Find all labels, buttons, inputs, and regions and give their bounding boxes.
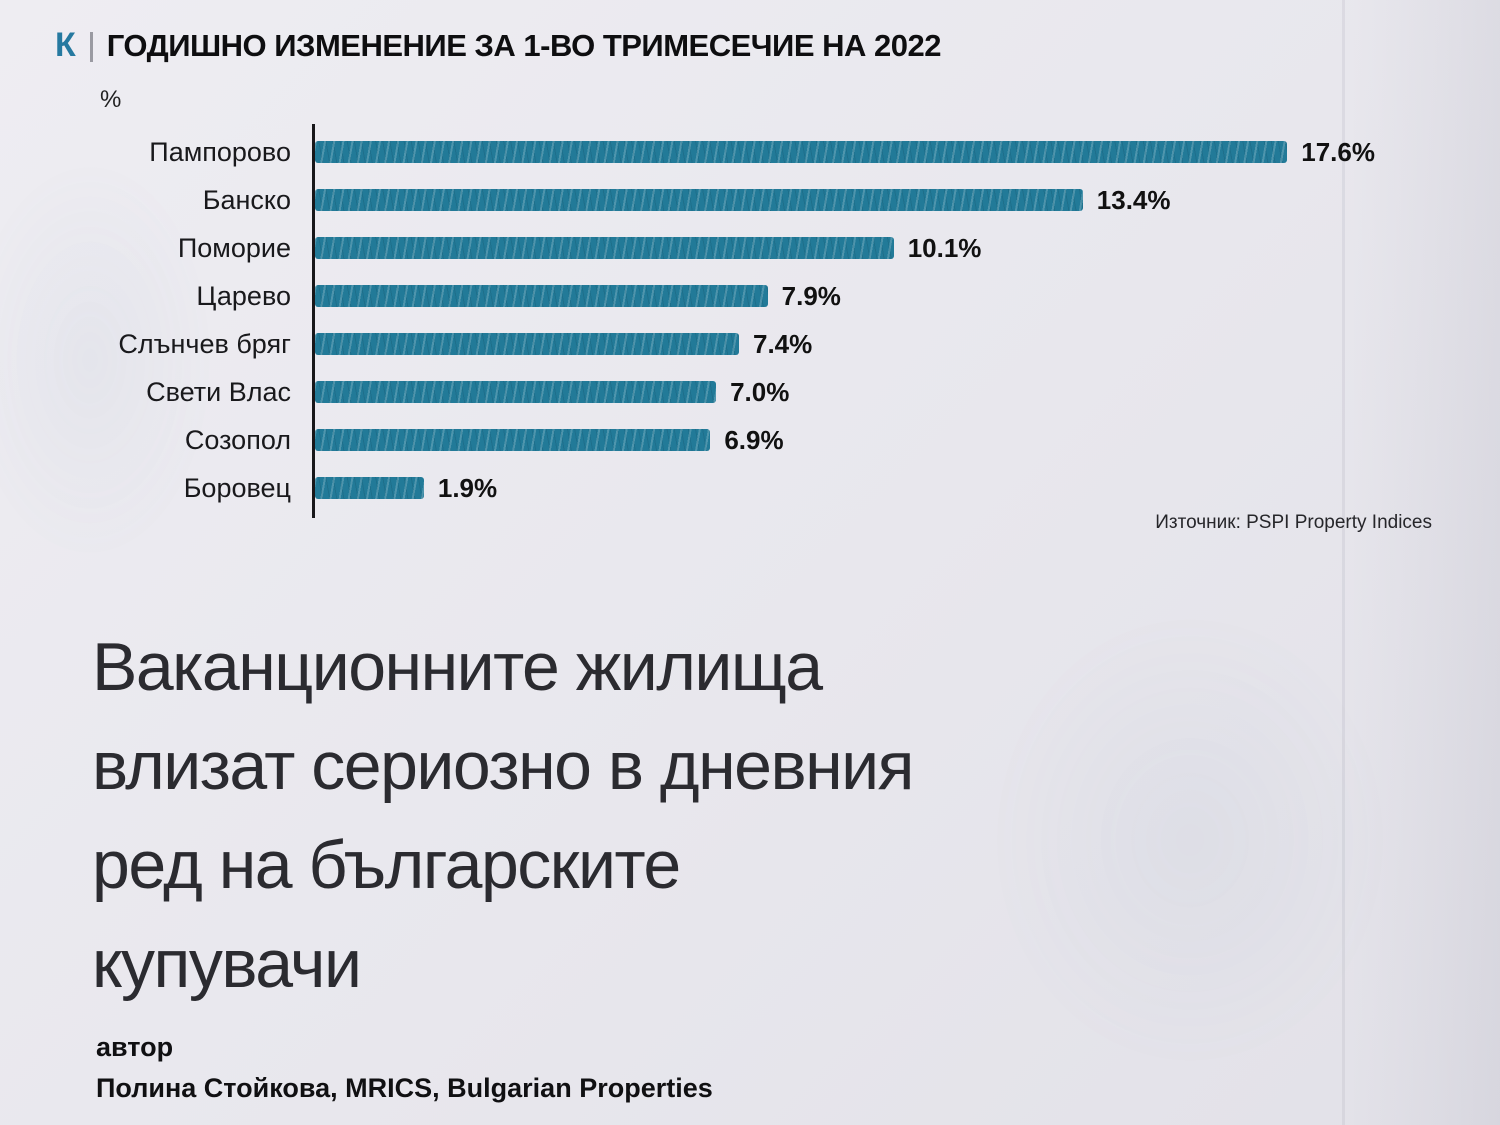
value-label: 13.4% — [1096, 184, 1171, 215]
category-label: Банско — [202, 184, 291, 215]
bar — [315, 333, 739, 355]
headline-line: Ваканционните жилища — [92, 629, 823, 705]
category-label: Боровец — [183, 472, 291, 503]
chart-row: Слънчев бряг 7.4% — [118, 320, 1375, 368]
bar-area: 6.9% — [315, 425, 1375, 456]
category-label: Поморие — [177, 232, 291, 263]
value-label: 7.9% — [781, 280, 841, 311]
showthrough-ghost — [980, 600, 1400, 1080]
bar-chart: Пампорово 17.6% Банско 13.4% Поморие 10.1% Цар… — [22, 124, 1375, 518]
author-name: Полина Стойкова, MRICS, Bulgarian Proper… — [96, 1073, 713, 1103]
author-label: автор — [96, 1032, 174, 1062]
showthrough-ghost — [0, 150, 220, 570]
scan-crease — [1342, 0, 1345, 1125]
bar — [315, 429, 711, 451]
unit-label: % — [100, 86, 122, 113]
bar — [315, 141, 1288, 163]
category-label: Царево — [196, 280, 291, 311]
bar — [315, 237, 894, 259]
bar — [315, 285, 768, 307]
chart-row: Банско 13.4% — [203, 176, 1375, 224]
bar — [315, 477, 424, 499]
bar-area: 7.9% — [315, 281, 1375, 312]
bar-area: 17.6% — [315, 137, 1375, 168]
value-label: 7.4% — [753, 328, 813, 359]
author-block: автор Полина Стойкова, MRICS, Bulgarian … — [96, 1032, 713, 1104]
chart-row: Созопол 6.9% — [185, 416, 1375, 464]
bar — [315, 189, 1083, 211]
value-label: 7.0% — [730, 376, 790, 407]
chart-row: Пампорово 17.6% — [149, 128, 1375, 176]
bar — [315, 381, 717, 403]
value-label: 10.1% — [907, 232, 982, 263]
category-label: Свети Влас — [146, 376, 291, 407]
headline-line: влизат сериозно в дневния — [92, 728, 914, 804]
article-headline: Ваканционните жилища влизат сериозно в д… — [92, 618, 914, 1014]
chart-row: Свети Влас 7.0% — [146, 368, 1375, 416]
headline-line: ред на българските — [92, 827, 681, 903]
category-label: Слънчев бряг — [118, 328, 291, 359]
chart-header: К ГОДИШНО ИЗМЕНЕНИЕ ЗА 1-ВО ТРИМЕСЕЧИЕ Н… — [55, 26, 941, 65]
chart-row: Царево 7.9% — [196, 272, 1375, 320]
category-label: Созопол — [184, 424, 291, 455]
scan-shading — [1350, 0, 1500, 1125]
logo-divider — [89, 31, 93, 62]
bar-rows: Пампорово 17.6% Банско 13.4% Поморие 10.1% Цар… — [118, 124, 1375, 518]
source-credit: Източник: PSPI Property Indices — [1155, 512, 1432, 533]
publication-logo: К — [55, 26, 76, 64]
headline-line: купувачи — [92, 926, 362, 1002]
bar-area: 13.4% — [315, 185, 1375, 216]
value-label: 1.9% — [437, 472, 498, 503]
bar-area: 1.9% — [315, 473, 1375, 504]
bar-area: 7.4% — [315, 329, 1375, 360]
value-label: 6.9% — [724, 424, 784, 455]
bar-area: 10.1% — [315, 233, 1375, 264]
category-label: Пампорово — [149, 136, 291, 167]
bar-area: 7.0% — [315, 377, 1375, 408]
value-label: 17.6% — [1301, 136, 1375, 167]
chart-row: Поморие 10.1% — [178, 224, 1375, 272]
chart-title: ГОДИШНО ИЗМЕНЕНИЕ ЗА 1-ВО ТРИМЕСЕЧИЕ НА … — [106, 28, 942, 63]
chart-row: Боровец 1.9% — [184, 464, 1375, 512]
